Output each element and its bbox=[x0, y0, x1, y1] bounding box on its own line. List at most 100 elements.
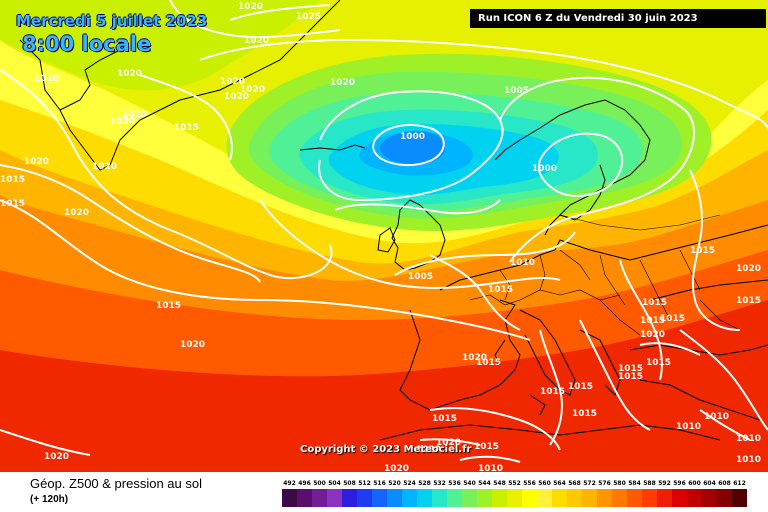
isobar-label: 1020 bbox=[384, 464, 409, 472]
isobar-label: 1000 bbox=[532, 164, 557, 174]
scale-value-label: 548 bbox=[493, 480, 506, 487]
isobar-label: 1020 bbox=[122, 110, 147, 120]
run-info-banner: Run ICON 6 Z du Vendredi 30 juin 2023 bbox=[470, 9, 766, 28]
isobar-label: 1020 bbox=[117, 69, 142, 79]
isobar-label: 1020 bbox=[436, 438, 461, 448]
isobar-label: 1010 bbox=[510, 258, 535, 268]
scale-value-label: 596 bbox=[673, 480, 686, 487]
isobar-label: 1020 bbox=[64, 208, 89, 218]
scale-value-label: 600 bbox=[688, 480, 701, 487]
scale-swatch bbox=[447, 489, 462, 507]
forecast-date: Mercredi 5 juillet 2023 bbox=[16, 12, 208, 30]
scale-value-label: 508 bbox=[343, 480, 356, 487]
scale-value-label: 544 bbox=[478, 480, 491, 487]
scale-value-label: 564 bbox=[553, 480, 566, 487]
isobar-label: 1020 bbox=[24, 157, 49, 167]
geopotential-fill bbox=[0, 0, 768, 472]
scale-value-label: 496 bbox=[298, 480, 311, 487]
forecast-time: 8:00 locale bbox=[22, 32, 152, 56]
isobar-label: 1015 bbox=[618, 372, 643, 382]
scale-swatch bbox=[642, 489, 657, 507]
scale-value-label: 560 bbox=[538, 480, 551, 487]
scale-value-label: 500 bbox=[313, 480, 326, 487]
scale-value-label: 516 bbox=[373, 480, 386, 487]
isobar-label: 1020 bbox=[92, 162, 117, 172]
scale-swatch bbox=[357, 489, 372, 507]
scale-value-label: 528 bbox=[418, 480, 431, 487]
isobar-label: 1020 bbox=[238, 2, 263, 12]
scale-swatch bbox=[537, 489, 552, 507]
scale-swatch bbox=[312, 489, 327, 507]
scale-value-label: 512 bbox=[358, 480, 371, 487]
scale-value-label: 492 bbox=[283, 480, 296, 487]
scale-swatch bbox=[522, 489, 537, 507]
scale-swatch bbox=[582, 489, 597, 507]
isobar-label: 1015 bbox=[174, 123, 199, 133]
scale-swatch bbox=[417, 489, 432, 507]
scale-value-label: 608 bbox=[718, 480, 731, 487]
scale-swatch bbox=[687, 489, 702, 507]
scale-swatch bbox=[282, 489, 297, 507]
isobar-label: 1020 bbox=[220, 77, 245, 87]
scale-swatch bbox=[492, 489, 507, 507]
isobar-label: 1020 bbox=[180, 340, 205, 350]
scale-swatch bbox=[507, 489, 522, 507]
isobar-label: 1015 bbox=[618, 364, 643, 374]
copyright-notice: Copyright © 2023 Meteociel.fr bbox=[300, 444, 472, 455]
isobar-label: 1020 bbox=[34, 74, 59, 84]
scale-value-label: 524 bbox=[403, 480, 416, 487]
scale-swatch bbox=[372, 489, 387, 507]
scale-swatch bbox=[327, 489, 342, 507]
isobar-label: 1020 bbox=[240, 85, 265, 95]
isobar-label: 1020 bbox=[330, 78, 355, 88]
scale-swatch bbox=[612, 489, 627, 507]
isobar-label: 1015 bbox=[572, 409, 597, 419]
isobar-label: 1015 bbox=[646, 358, 671, 368]
color-scale-legend: 492 496 500 504 508 512 516 520 524 528 532 536 540 5… bbox=[282, 480, 747, 507]
scale-swatch bbox=[657, 489, 672, 507]
isobar-label: 1020 bbox=[416, 445, 441, 455]
borders bbox=[469, 214, 741, 336]
scale-value-label: 584 bbox=[628, 480, 641, 487]
scale-swatch bbox=[672, 489, 687, 507]
scale-swatch bbox=[717, 489, 732, 507]
scale-value-label: 592 bbox=[658, 480, 671, 487]
isobar-label: 1010 bbox=[736, 455, 761, 465]
scale-swatch bbox=[342, 489, 357, 507]
scale-value-label: 576 bbox=[598, 480, 611, 487]
isobar-label: 1015 bbox=[476, 358, 501, 368]
map-title: Géop. Z500 & pression au sol bbox=[30, 476, 202, 491]
isobars bbox=[0, 0, 768, 463]
isobar-label: 1015 bbox=[660, 314, 685, 324]
isobar-label: 1015 bbox=[488, 285, 513, 295]
isobar-label: 1000 bbox=[400, 132, 425, 142]
isobar-label: 1010 bbox=[736, 434, 761, 444]
isobar-label: 1015 bbox=[642, 298, 667, 308]
isobar-label: 1020 bbox=[736, 264, 761, 274]
forecast-lead-time: (+ 120h) bbox=[30, 494, 69, 505]
scale-swatch bbox=[387, 489, 402, 507]
scale-swatch bbox=[597, 489, 612, 507]
scale-value-label: 568 bbox=[568, 480, 581, 487]
isobar-label: 1025 bbox=[296, 12, 321, 22]
isobar-label: 1020 bbox=[44, 452, 69, 462]
scale-value-label: 580 bbox=[613, 480, 626, 487]
scale-swatch bbox=[432, 489, 447, 507]
isobar-label: 1015 bbox=[0, 175, 25, 185]
isobar-label: 1015 bbox=[156, 301, 181, 311]
scale-value-label: 572 bbox=[583, 480, 596, 487]
scale-value-label: 604 bbox=[703, 480, 716, 487]
isobar-label: 1010 bbox=[478, 464, 503, 472]
isobar-label: 1005 bbox=[408, 272, 433, 282]
scale-value-label: 520 bbox=[388, 480, 401, 487]
isobar-label: 1010 bbox=[676, 422, 701, 432]
scale-swatch bbox=[702, 489, 717, 507]
scale-value-label: 536 bbox=[448, 480, 461, 487]
scale-swatch bbox=[567, 489, 582, 507]
isobar-label: 1020 bbox=[640, 330, 665, 340]
isobar-label: 1010 bbox=[704, 412, 729, 422]
scale-value-label: 532 bbox=[433, 480, 446, 487]
scale-swatch bbox=[297, 489, 312, 507]
